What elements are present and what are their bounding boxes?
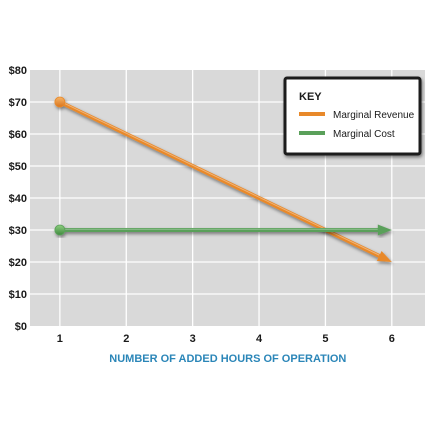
- legend: KEY Marginal Revenue Marginal Cost: [283, 76, 422, 156]
- y-tick-label: $40: [9, 193, 27, 205]
- y-tick-label: $60: [9, 129, 27, 141]
- y-tick-label: $50: [9, 161, 27, 173]
- series-start-point: [54, 224, 66, 236]
- y-tick-label: $30: [9, 225, 27, 237]
- legend-item: Marginal Cost: [299, 129, 395, 140]
- series-arrow-head: [376, 250, 392, 262]
- y-tick-label: $70: [9, 97, 27, 109]
- x-tick-label: 3: [190, 333, 196, 345]
- x-axis-title: NUMBER OF ADDED HOURS OF OPERATION: [109, 353, 346, 365]
- x-tick-label: 4: [256, 333, 263, 345]
- y-tick-label: $20: [9, 257, 27, 269]
- series-marginal-cost: [54, 224, 392, 236]
- x-tick-label: 6: [389, 333, 395, 345]
- x-tick-label: 1: [57, 333, 63, 345]
- y-tick-label: $10: [9, 289, 27, 301]
- legend-label: Marginal Cost: [333, 129, 395, 140]
- legend-items: Marginal Revenue Marginal Cost: [299, 110, 415, 140]
- x-tick-label: 5: [322, 333, 328, 345]
- x-tick-label: 2: [123, 333, 129, 345]
- y-tick-label: $0: [15, 321, 27, 333]
- x-axis-ticks: 1 2 3 4 5 6: [57, 333, 395, 345]
- y-tick-label: $80: [9, 65, 27, 77]
- legend-label: Marginal Revenue: [333, 110, 415, 121]
- series-start-point: [54, 96, 66, 108]
- legend-item: Marginal Revenue: [299, 110, 415, 121]
- y-axis-ticks: $0 $10 $20 $30 $40 $50 $60 $70 $80: [9, 65, 27, 333]
- series-lines: [54, 96, 392, 262]
- series-arrow-head: [377, 224, 392, 236]
- legend-title: KEY: [299, 91, 322, 103]
